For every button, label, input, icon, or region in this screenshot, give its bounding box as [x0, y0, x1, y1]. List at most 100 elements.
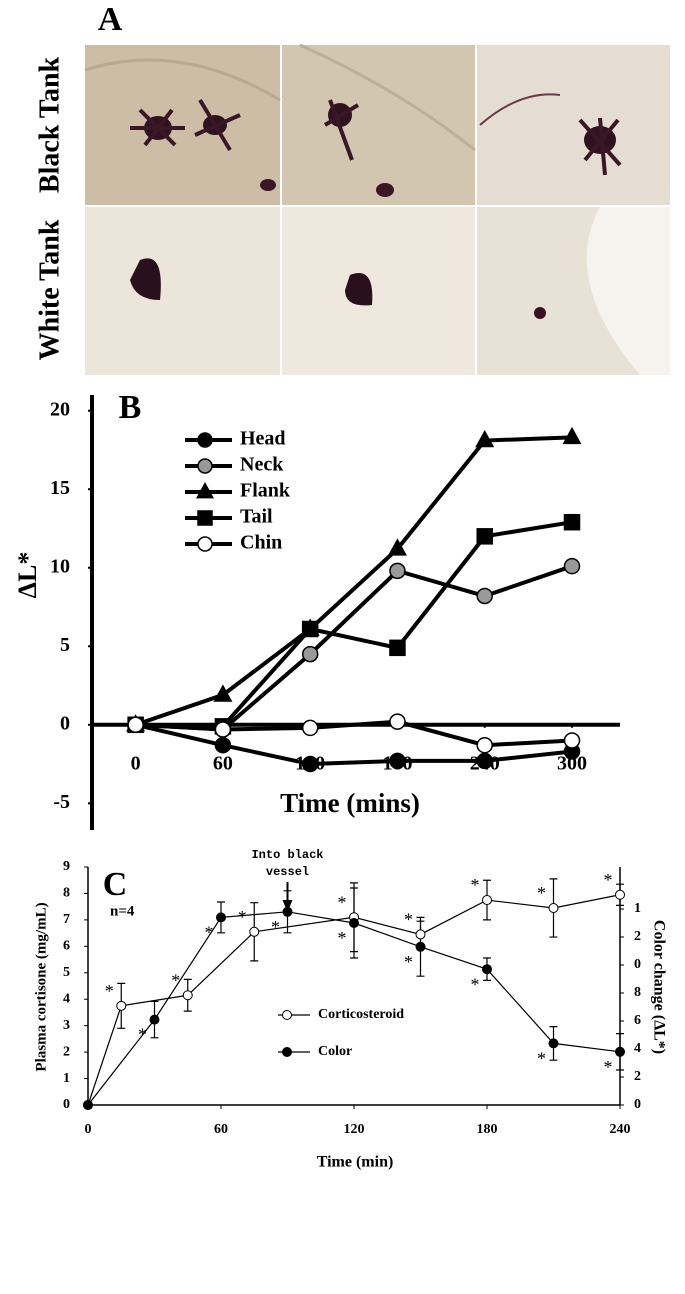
marker: [389, 713, 406, 730]
note: n=4: [110, 903, 135, 919]
x-tick-label: 300: [557, 752, 587, 774]
x-tick-label: 60: [214, 1122, 228, 1137]
marker: [214, 721, 232, 738]
marker: [301, 755, 319, 773]
row-label: Black Tank: [34, 56, 65, 193]
significance-label: *: [471, 974, 480, 994]
y2-tick-label: 2: [634, 1069, 641, 1084]
annotation: vessel: [266, 865, 309, 879]
y2-tick-label: 0: [634, 957, 641, 972]
y-tick-label: 5: [63, 965, 70, 980]
series-line: [135, 520, 573, 729]
significance-label: *: [105, 981, 114, 1001]
y-tick-label: 2: [63, 1044, 70, 1059]
marker: [563, 732, 581, 749]
photo: [477, 45, 670, 205]
marker: [548, 1038, 559, 1049]
marker: [301, 645, 319, 663]
significance-label: *: [338, 928, 347, 948]
marker: [214, 736, 232, 754]
marker: [563, 513, 581, 531]
y-tick-label: -5: [53, 791, 70, 813]
marker: [476, 587, 493, 605]
marker: [197, 458, 213, 474]
y-tick-label: 0: [63, 1097, 70, 1112]
legend-label: Chin: [240, 532, 282, 554]
melanophore: [345, 273, 373, 306]
y-tick-label: 15: [50, 477, 70, 499]
marker: [482, 964, 492, 975]
photo: [85, 45, 280, 205]
marker: [197, 432, 213, 448]
marker: [282, 1010, 292, 1020]
melanophore: [534, 307, 546, 319]
micrographs: [84, 43, 670, 375]
series-line: [135, 719, 573, 748]
significance-label: *: [138, 1025, 147, 1045]
legend-label: Flank: [240, 480, 291, 502]
marker: [482, 895, 492, 906]
x-tick-label: 60: [213, 752, 233, 774]
marker: [476, 736, 493, 754]
x-tick-label: 120: [344, 1122, 365, 1137]
x-axis-title: Time (mins): [280, 788, 420, 818]
y2-tick-label: 1: [634, 901, 641, 916]
legend-label: Tail: [240, 506, 273, 528]
significance-label: *: [604, 870, 613, 890]
y2-axis-title: Color change (ΔL*): [650, 920, 667, 1054]
y-tick-label: 5: [60, 634, 70, 656]
x-tick-label: 0: [85, 1122, 92, 1137]
melanophore: [130, 258, 161, 300]
y-tick-label: 9: [63, 859, 70, 874]
y-tick-label: 10: [50, 555, 70, 577]
significance-label: *: [205, 923, 214, 943]
marker: [182, 990, 193, 1001]
significance-label: *: [471, 875, 480, 895]
marker: [349, 918, 359, 928]
panel-label: B: [119, 389, 142, 426]
y-tick-label: 6: [63, 939, 70, 954]
marker: [213, 684, 233, 702]
significance-label: *: [537, 883, 546, 903]
y-tick-label: 20: [50, 398, 70, 420]
x-tick-label: 0: [131, 752, 141, 774]
melanophore: [130, 108, 185, 147]
marker: [197, 536, 213, 552]
marker: [387, 538, 407, 556]
marker: [476, 528, 493, 545]
panel-label: A: [98, 1, 123, 38]
significance-label: *: [238, 907, 247, 927]
melanophore: [376, 183, 394, 197]
y2-tick-label: 8: [634, 985, 641, 1000]
significance-label: *: [537, 1049, 546, 1069]
x-tick-label: 180: [477, 1122, 498, 1137]
panel-label: C: [103, 866, 128, 903]
significance-label: *: [338, 892, 347, 912]
marker: [415, 941, 426, 952]
y-tick-label: 4: [63, 991, 70, 1006]
y2-tick-label: 4: [634, 1041, 641, 1056]
marker: [389, 752, 406, 770]
y2-tick-label: 6: [634, 1013, 641, 1028]
y2-tick-label: 2: [634, 929, 641, 944]
significance-label: *: [171, 970, 180, 990]
marker: [389, 639, 406, 657]
significance-label: *: [271, 917, 280, 937]
marker: [563, 557, 581, 575]
y-tick-label: 7: [63, 912, 70, 927]
marker: [149, 1014, 160, 1025]
melanophore: [578, 117, 622, 176]
series-line: [134, 435, 573, 727]
texture: [299, 43, 476, 152]
y-tick-label: 3: [63, 1018, 70, 1033]
texture: [586, 207, 670, 375]
marker: [83, 1100, 93, 1110]
melanophore: [194, 98, 241, 152]
marker: [116, 1000, 127, 1011]
marker: [282, 1047, 292, 1057]
marker: [216, 912, 226, 923]
texture: [84, 58, 281, 102]
significance-label: *: [404, 952, 413, 972]
series-line: [135, 722, 573, 767]
